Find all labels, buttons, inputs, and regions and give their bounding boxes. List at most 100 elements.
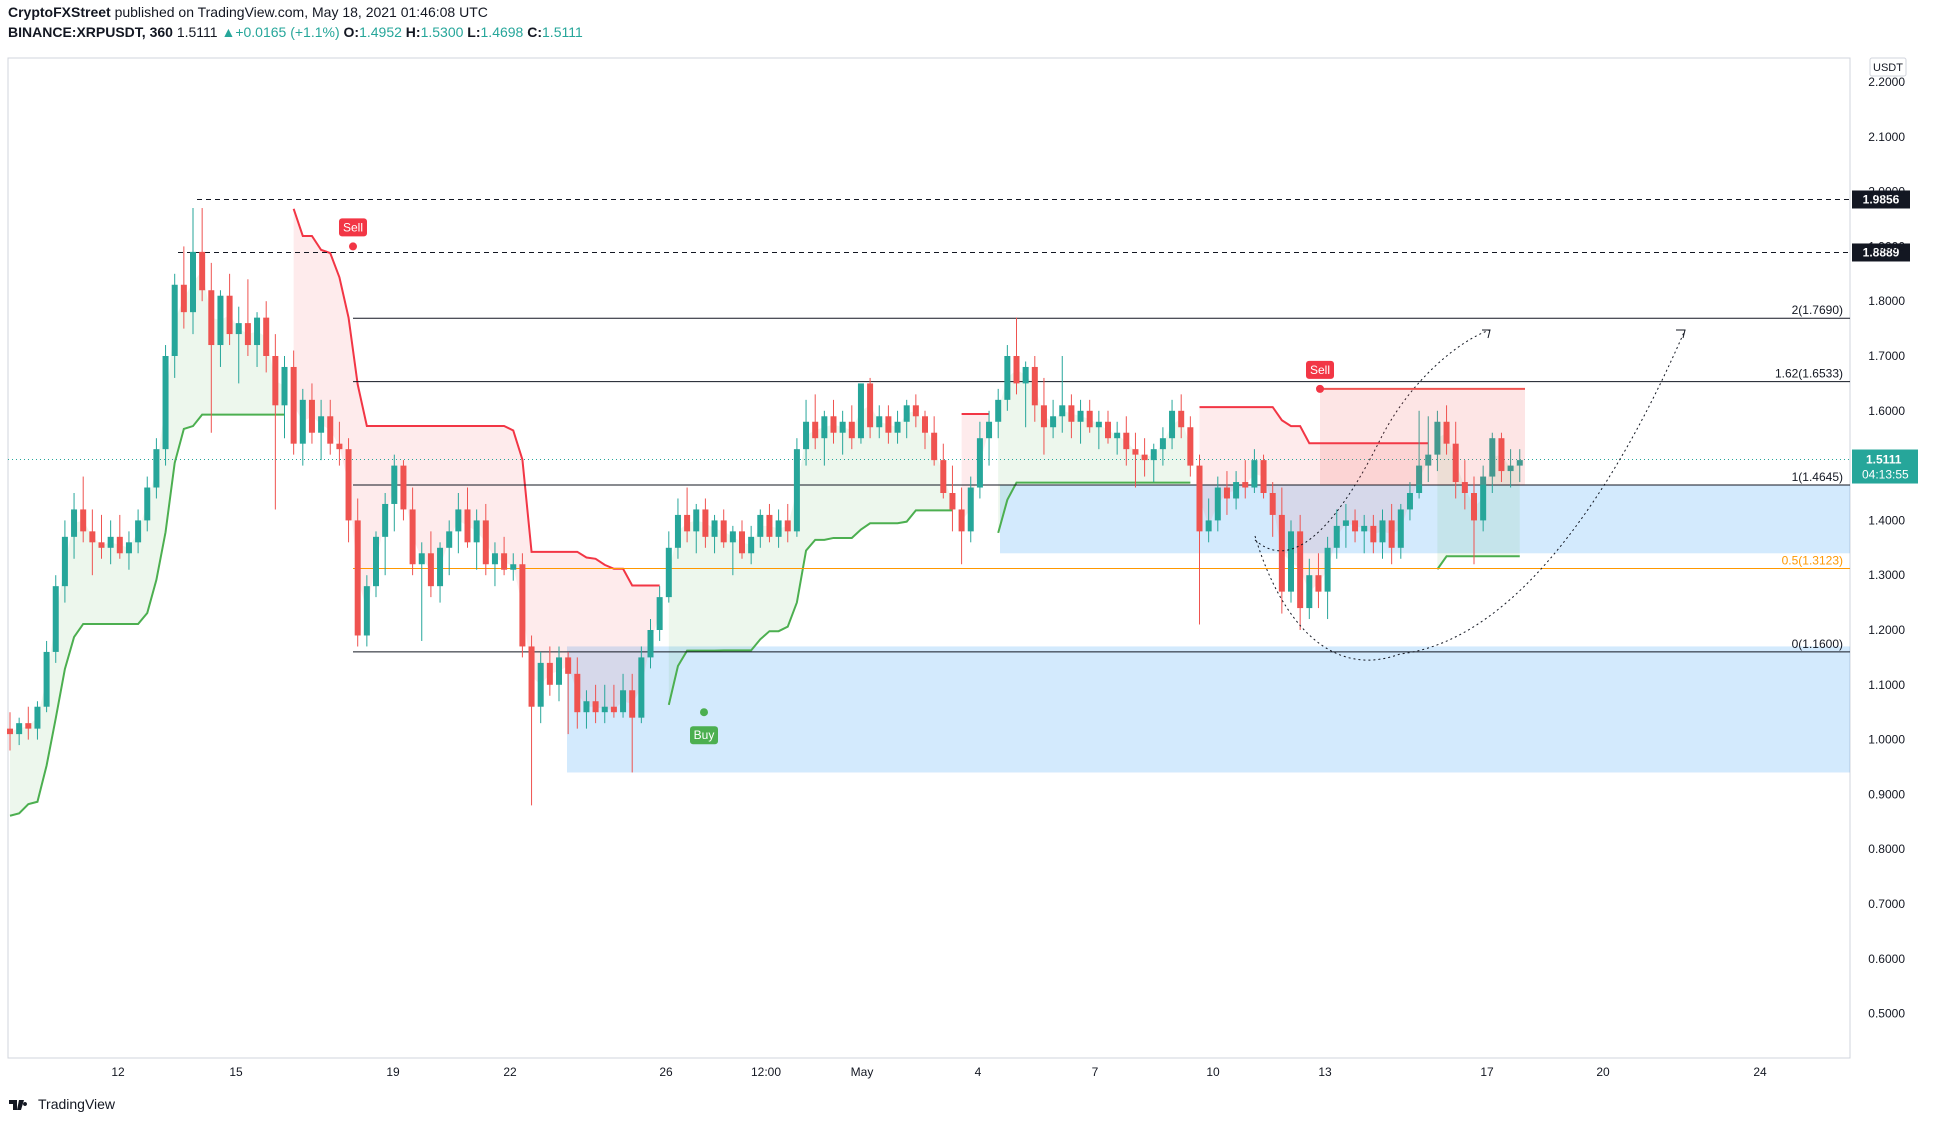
candle-body	[1251, 460, 1258, 488]
candle-body	[848, 421, 855, 439]
candle-body	[803, 421, 810, 450]
candle-body	[1443, 421, 1450, 444]
candle-body	[272, 356, 279, 406]
candle-body	[327, 416, 334, 444]
x-tick-label: 15	[229, 1065, 243, 1079]
candle-body	[345, 449, 352, 521]
candle-body	[1169, 410, 1176, 439]
candle-body	[1471, 493, 1477, 521]
tradingview-footer[interactable]: TradingView	[8, 1096, 115, 1112]
symbol-line: BINANCE:XRPUSDT, 360 1.5111 ▲+0.0165 (+1…	[8, 24, 583, 40]
resistance-level-tag	[1852, 243, 1910, 262]
candle-body	[491, 553, 498, 565]
candle-body	[308, 399, 315, 433]
y-tick-label: 0.5000	[1868, 1007, 1905, 1021]
candle-body	[537, 662, 544, 707]
last-price: 1.5111	[176, 24, 218, 40]
buy-signal-badge	[690, 726, 718, 745]
candle-body	[912, 405, 919, 417]
candle-body	[1461, 482, 1468, 493]
candle-body	[510, 564, 517, 570]
candle-body	[1150, 449, 1157, 461]
candle-body	[89, 531, 96, 543]
candle-body	[1480, 476, 1487, 521]
projection-arrow-icon	[1482, 329, 1491, 339]
candle-body	[1269, 493, 1276, 515]
candle-body	[400, 465, 407, 510]
candle-body	[1306, 575, 1313, 609]
y-tick-label: 1.8000	[1868, 294, 1905, 308]
fib-level-label: 0(1.1600)	[1792, 637, 1843, 651]
candle-body	[1223, 487, 1230, 499]
candle-body	[34, 706, 41, 729]
candle-body	[702, 509, 709, 537]
buy-signal-dot	[700, 708, 708, 717]
candle-body	[528, 646, 535, 707]
candle-body	[446, 531, 453, 548]
candle-body	[574, 673, 581, 713]
candle-body	[190, 251, 196, 313]
candle-body	[180, 284, 187, 313]
candle-body	[409, 509, 416, 565]
candle-body	[629, 690, 636, 718]
candle-body	[281, 366, 288, 406]
candle-body	[793, 449, 800, 532]
candle-body	[949, 493, 956, 510]
candle-body	[1178, 410, 1185, 428]
candle-body	[373, 536, 379, 587]
supertrend-down-line	[292, 208, 660, 587]
supertrend-down-line	[1199, 406, 1429, 445]
x-tick-label: 19	[386, 1065, 400, 1079]
projection-arrow-icon	[1676, 329, 1686, 339]
candle-body	[1507, 465, 1514, 472]
candle-body	[693, 509, 700, 532]
demand-zone	[567, 646, 1850, 773]
candle-body	[894, 421, 901, 433]
candle-body	[1278, 514, 1285, 592]
supertrend-up-fill	[998, 369, 1191, 533]
candle-body	[1416, 465, 1423, 493]
x-tick-label: 13	[1318, 1065, 1332, 1079]
x-tick-label: 4	[975, 1065, 982, 1079]
candle-body	[556, 657, 562, 685]
candle-body	[1205, 520, 1212, 532]
x-tick-label: 17	[1480, 1065, 1494, 1079]
candle-body	[52, 586, 59, 652]
candle-body	[583, 701, 590, 713]
candle-body	[25, 723, 32, 729]
candle-body	[1361, 525, 1368, 532]
candle-body	[592, 701, 599, 713]
candle-body	[1370, 525, 1377, 543]
currency-badge	[1869, 57, 1907, 77]
sell-signal-label: Sell	[1310, 363, 1330, 377]
y-tick-label: 1.1000	[1868, 678, 1905, 692]
candle-body	[299, 399, 306, 444]
tradingview-logo-icon	[9, 1100, 28, 1110]
candle-body	[931, 432, 938, 461]
candle-body	[684, 514, 691, 532]
candle-body	[1516, 460, 1523, 466]
candle-body	[729, 531, 736, 543]
candle-body	[336, 443, 343, 450]
change-arrow-icon: ▲	[221, 24, 236, 40]
candle-body	[857, 383, 864, 439]
candle-body	[125, 542, 132, 554]
last-price-tag	[1852, 449, 1918, 484]
candle-body	[226, 295, 233, 335]
candle-body	[107, 536, 114, 548]
fib-level-label: 0.5(1.3123)	[1782, 553, 1843, 567]
candle-body	[1379, 520, 1386, 543]
candle-body	[382, 503, 389, 537]
x-tick-label: 10	[1206, 1065, 1220, 1079]
candle-body	[171, 284, 178, 356]
symbol-name: BINANCE:XRPUSDT, 360	[8, 24, 173, 40]
candle-body	[1498, 438, 1505, 472]
candle-body	[1352, 520, 1359, 532]
fib-level-label: 1.62(1.6533)	[1775, 367, 1843, 381]
resistance-level-label: 1.8889	[1863, 245, 1900, 259]
candle-body	[1141, 454, 1148, 461]
y-tick-label: 0.8000	[1868, 842, 1905, 856]
candle-body	[967, 487, 974, 532]
candle-body	[199, 251, 206, 291]
